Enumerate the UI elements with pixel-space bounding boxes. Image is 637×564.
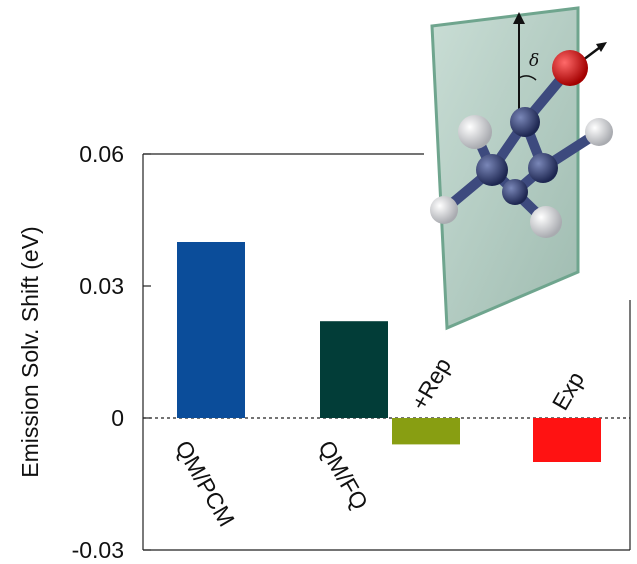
y-tick-label: 0 (111, 405, 124, 431)
bar (392, 418, 460, 445)
y-tick-label: 0.03 (79, 273, 124, 299)
category-label: QM/FQ (313, 436, 373, 514)
bar (177, 242, 245, 418)
y-axis-ticks: 0.06 0.03 0 -0.03 (72, 141, 151, 563)
molecule-with-plane-icon: δ (430, 6, 613, 331)
bar (533, 418, 601, 462)
bars (177, 242, 601, 462)
category-label: +Rep (406, 353, 456, 414)
category-label: Exp (547, 367, 589, 414)
y-tick-label: 0.06 (79, 141, 124, 167)
angle-delta-label: δ (529, 51, 539, 71)
bar (320, 321, 388, 418)
y-axis-label: Emission Solv. Shift (eV) (17, 226, 43, 477)
plot-frame (142, 153, 631, 551)
category-label: QM/PCM (170, 436, 240, 531)
y-tick-label: -0.03 (72, 537, 124, 563)
